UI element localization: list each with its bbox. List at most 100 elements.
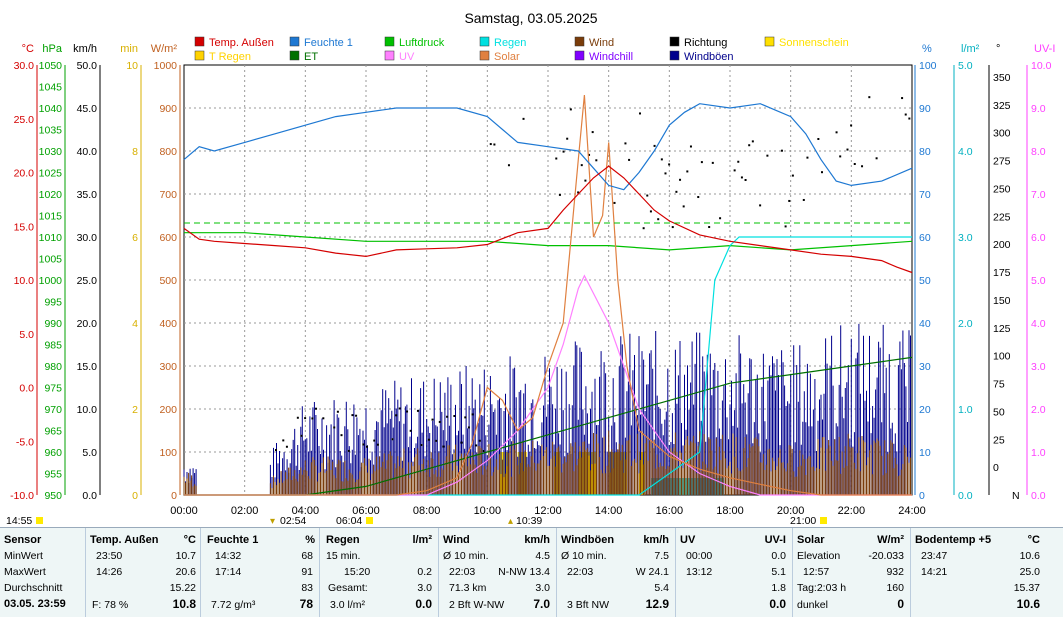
direction-dot (322, 417, 325, 420)
direction-dot (453, 415, 456, 418)
direction-dot (766, 154, 769, 157)
right-axis-tick-3-1: 9.0 (1031, 103, 1046, 115)
direction-dot (304, 417, 307, 420)
current-datetime: 03.05. 23:59 (4, 598, 66, 610)
left-axis-tick-2-4: 30.0 (77, 232, 98, 244)
direction-dot (639, 112, 641, 115)
uv-avg: 1.8 (771, 582, 786, 594)
right-axis-tick-2-13: 25 (993, 434, 1005, 446)
direction-dot (285, 445, 288, 448)
direction-dot (780, 149, 783, 152)
soil-max: 25.0 (1019, 566, 1040, 578)
direction-dot (416, 409, 419, 412)
left-axis-tick-4-1: 900 (159, 103, 177, 115)
hum-current: 78 (299, 597, 313, 611)
left-axis-tick-2-8: 10.0 (77, 404, 98, 416)
temp-max-time: 14:26 (96, 566, 123, 578)
left-axis-tick-1-14: 980 (44, 361, 62, 373)
direction-dot (733, 169, 736, 172)
left-axis-tick-2-10: 0.0 (82, 490, 97, 502)
left-axis-tick-4-4: 600 (159, 232, 177, 244)
series-richtung (275, 96, 911, 452)
right-axis-unit-0: % (922, 43, 932, 55)
solar-elevation: -20.033 (868, 550, 904, 562)
right-axis-tick-0-4: 60 (919, 232, 931, 244)
gust-avg: 5.4 (654, 582, 669, 594)
direction-dot (507, 164, 510, 167)
direction-dot (409, 429, 412, 432)
direction-dot (340, 434, 343, 437)
right-axis-tick-2-3: 275 (993, 156, 1011, 168)
right-axis-tick-1-2: 3.0 (958, 232, 973, 244)
solar-max: 932 (886, 566, 904, 578)
soil-column: Bodentemp +5 °C 23:47 10.6 14:21 25.0 15… (911, 528, 1062, 617)
right-axis-tick-2-5: 225 (993, 211, 1011, 223)
direction-dot (588, 153, 591, 156)
wind-column: Wind km/h Ø 10 min. 4.5 22:03 N-NW 13.4 … (439, 528, 557, 617)
direction-dot (671, 226, 674, 229)
right-axis-tick-2-7: 175 (993, 267, 1011, 279)
rain-column: Regen l/m² 15 min. 15:20 0.2 Gesamt: 3.0… (320, 528, 439, 617)
left-axis-tick-1-19: 955 (44, 469, 62, 481)
hum-avg: 83 (301, 582, 313, 594)
series-solar (184, 95, 912, 496)
moonrise-label: 10:39 (516, 515, 542, 527)
direction-dot (562, 150, 565, 153)
direction-dot (675, 190, 678, 193)
temp-min-time: 23:50 (96, 550, 123, 562)
direction-dot (311, 417, 314, 420)
right-axis-tick-2-12: 50 (993, 406, 1005, 418)
rain-header: Regen (326, 534, 360, 546)
rain-current: 0.0 (415, 597, 432, 611)
legend-swatch-5 (669, 36, 680, 47)
right-axis-tick-0-2: 80 (919, 146, 931, 158)
right-axis-tick-1-1: 4.0 (958, 146, 973, 158)
direction-dot (580, 164, 583, 167)
right-axis-unit-3: UV-I (1034, 43, 1055, 55)
left-axis-tick-2-2: 40.0 (77, 146, 98, 158)
direction-dot (362, 443, 365, 446)
left-axis-tick-2-3: 35.0 (77, 189, 98, 201)
legend-label-5: Richtung (684, 37, 727, 49)
left-axis-tick-3-4: 2 (132, 404, 138, 416)
rain-total: 3.0 (417, 582, 432, 594)
right-axis-tick-1-3: 2.0 (958, 318, 973, 330)
left-axis-tick-1-9: 1005 (39, 254, 63, 266)
left-axis-unit-2: km/h (73, 43, 97, 55)
left-axis-tick-3-0: 10 (126, 60, 138, 72)
sunrise-marker (366, 517, 373, 524)
legend-swatch-6 (764, 36, 775, 47)
direction-dot (336, 410, 339, 413)
solar-day: Tag:2:03 h (797, 582, 847, 594)
solar-avg: 160 (886, 582, 904, 594)
temp-column: Temp. Außen °C 23:50 10.7 14:26 20.6 15.… (86, 528, 201, 617)
legend-label-8: ET (304, 51, 318, 63)
temp-header: Temp. Außen (90, 534, 159, 546)
sunrise-label: 06:04 (336, 515, 362, 527)
row-avg-label: Durchschnitt (4, 582, 63, 594)
left-axis-tick-1-13: 985 (44, 340, 62, 352)
sensor-header: Sensor (4, 534, 42, 546)
stats-panel: Sensor MinWert MaxWert Durchschnitt 03.0… (0, 527, 1063, 617)
right-axis-tick-1-4: 1.0 (958, 404, 973, 416)
direction-dot (467, 426, 470, 429)
legend-label-12: Windböen (684, 51, 734, 63)
right-axis-tick-3-10: 0.0 (1031, 490, 1046, 502)
start-time-label: 14:55 (6, 515, 32, 527)
direction-dot (802, 198, 805, 201)
direction-dot (347, 449, 350, 452)
right-axis-tick-0-6: 40 (919, 318, 931, 330)
direction-dot (296, 416, 299, 419)
direction-dot (748, 144, 751, 147)
direction-dot (908, 117, 911, 120)
solar-state: dunkel (797, 599, 828, 611)
left-axis-tick-4-7: 300 (159, 361, 177, 373)
direction-dot (442, 445, 445, 448)
x-tick-5: 10:00 (474, 505, 502, 517)
legend-swatch-1 (289, 36, 300, 47)
direction-dot (861, 165, 864, 168)
hum-min: 68 (301, 550, 313, 562)
direction-dot (642, 227, 645, 230)
hum-max-time: 17:14 (215, 566, 242, 578)
gust-unit: km/h (643, 534, 669, 546)
